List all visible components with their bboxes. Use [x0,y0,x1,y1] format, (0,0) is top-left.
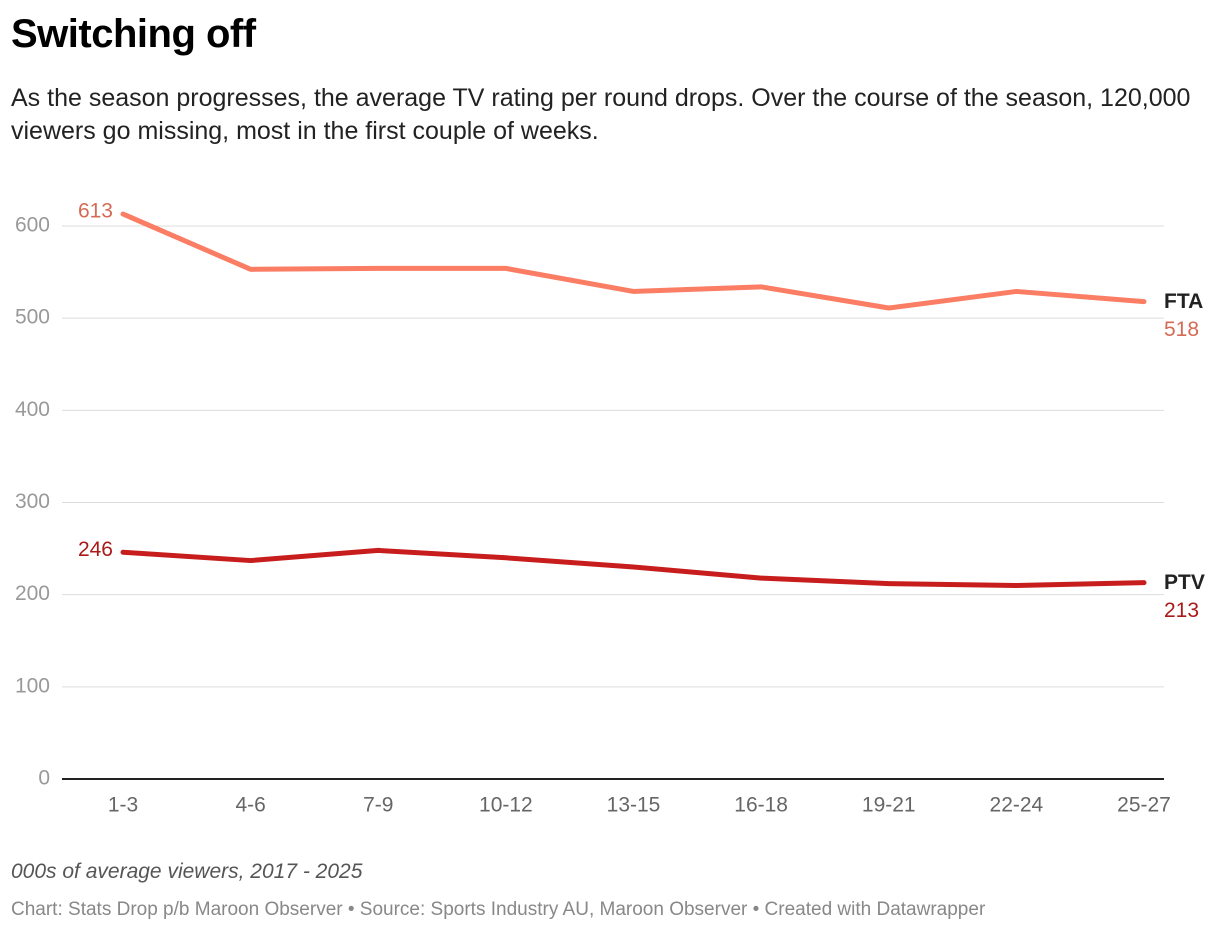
x-tick-label: 13-15 [607,794,661,817]
y-tick-label: 0 [38,767,50,790]
series-label: PTV [1164,571,1205,594]
x-tick-label: 19-21 [862,794,916,817]
chart-note: 000s of average viewers, 2017 - 2025 [11,860,363,883]
chart-title: Switching off [11,12,256,56]
series-label: FTA [1164,290,1203,313]
x-tick-label: 25-27 [1117,794,1171,817]
y-tick-label: 100 [15,674,50,697]
x-tick-label: 1-3 [108,794,138,817]
y-tick-label: 600 [15,214,50,237]
x-tick-label: 10-12 [479,794,533,817]
x-tick-label: 22-24 [990,794,1044,817]
y-tick-label: 400 [15,398,50,421]
chart-subtitle: As the season progresses, the average TV… [11,84,1191,145]
y-tick-label: 200 [15,582,50,605]
chart-footer: Chart: Stats Drop p/b Maroon Observer • … [11,899,986,920]
y-tick-label: 300 [15,490,50,513]
value-label: 213 [1164,599,1199,622]
x-tick-label: 4-6 [235,794,265,817]
value-label: 246 [78,538,113,561]
line-series [120,547,1147,588]
line-series [120,211,1147,311]
x-tick-label: 7-9 [363,794,393,817]
y-tick-label: 500 [15,306,50,329]
x-tick-label: 16-18 [734,794,788,817]
value-label: 613 [78,200,113,223]
value-label: 518 [1164,318,1199,341]
